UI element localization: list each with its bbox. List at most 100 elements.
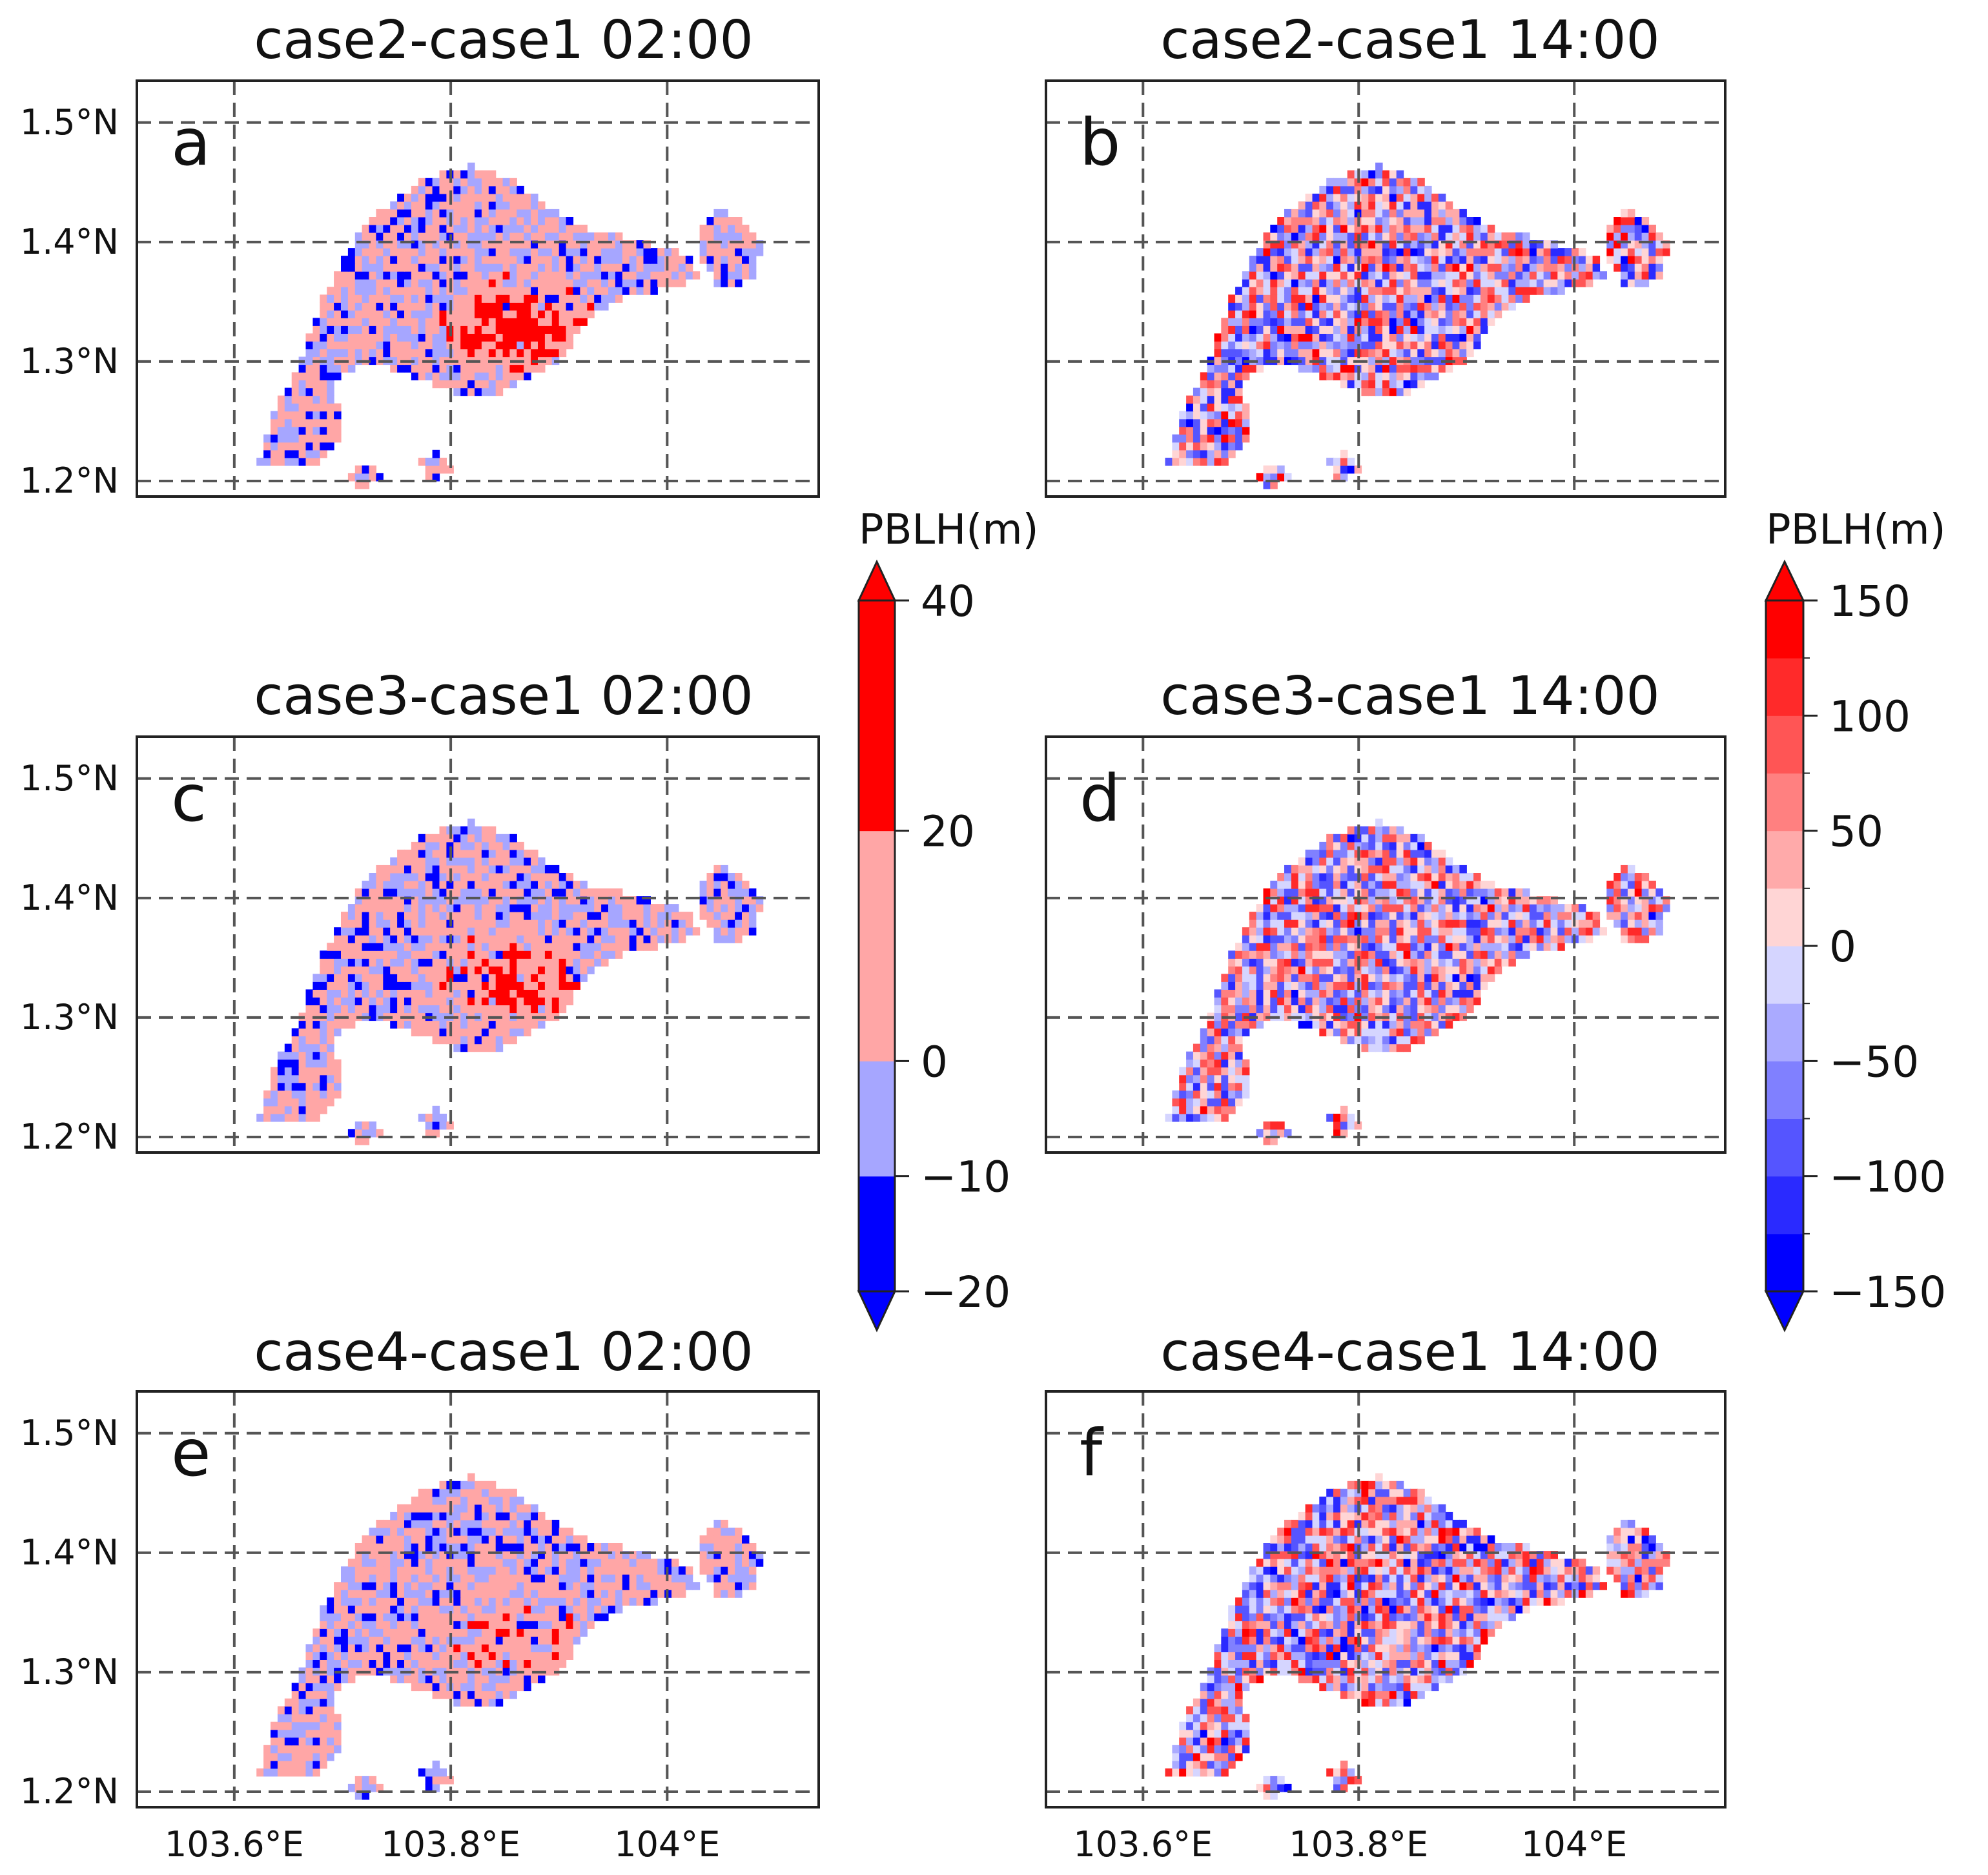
heatmap-cell [1585, 271, 1593, 280]
heatmap-cell [475, 380, 482, 389]
heatmap-cell [551, 279, 560, 287]
heatmap-cell [1494, 232, 1502, 241]
heatmap-cell [305, 997, 313, 1005]
heatmap-cell [354, 310, 363, 318]
heatmap-cell [1319, 232, 1327, 241]
heatmap-cell [369, 310, 376, 318]
heatmap-cell [544, 225, 553, 233]
heatmap-cell [558, 217, 567, 225]
heatmap-cell [460, 865, 468, 874]
heatmap-cell [411, 943, 419, 951]
heatmap-cell [1368, 380, 1376, 389]
heatmap-cell [587, 912, 595, 920]
heatmap-cell [1291, 873, 1299, 881]
heatmap-cell [369, 279, 376, 287]
heatmap-cell [1403, 912, 1411, 920]
heatmap-cell [580, 927, 588, 936]
heatmap-cell [1249, 263, 1257, 272]
heatmap-cell [1312, 849, 1320, 858]
heatmap-cell [432, 1690, 440, 1699]
heatmap-cell [1214, 1036, 1222, 1045]
heatmap-cell [566, 927, 574, 936]
heatmap-cell [1312, 232, 1320, 241]
heatmap-cell [418, 865, 426, 874]
heatmap-cell [432, 294, 440, 303]
heatmap-cell [341, 935, 349, 943]
heatmap-cell [1270, 287, 1278, 295]
heatmap-cell [1452, 225, 1460, 233]
heatmap-cell [495, 193, 504, 202]
heatmap-cell [1284, 310, 1292, 318]
heatmap-cell [517, 896, 524, 905]
heatmap-cell [439, 958, 447, 967]
heatmap-cell [1277, 1129, 1285, 1138]
heatmap-cell [1347, 943, 1355, 951]
heatmap-cell [1361, 1043, 1369, 1052]
heatmap-cell [1438, 873, 1446, 881]
heatmap-cell [1452, 217, 1460, 225]
heatmap-cell [1347, 881, 1355, 889]
heatmap-cell [1410, 974, 1418, 982]
heatmap-cell [629, 279, 637, 287]
heatmap-cell [1382, 263, 1390, 272]
heatmap-cell [1452, 888, 1460, 897]
heatmap-cell [1614, 263, 1621, 272]
heatmap-cell [706, 912, 714, 920]
heatmap-cell [650, 271, 658, 280]
heatmap-cell [1466, 333, 1474, 342]
heatmap-cell [650, 919, 658, 928]
heatmap-cell [376, 943, 384, 951]
heatmap-cell [594, 927, 602, 936]
heatmap-cell [1256, 325, 1264, 334]
heatmap-cell [1529, 943, 1537, 951]
heatmap-cell [1263, 263, 1271, 272]
heatmap-cell [713, 935, 721, 943]
heatmap-cell [1256, 248, 1264, 256]
heatmap-cell [475, 1043, 482, 1052]
heatmap-cell [320, 426, 327, 435]
heatmap-cell [1641, 256, 1650, 264]
heatmap-cell [390, 201, 398, 210]
heatmap-cell [1235, 950, 1243, 959]
heatmap-cell [1494, 935, 1502, 943]
heatmap-cell [1326, 857, 1334, 866]
heatmap-cell [517, 927, 524, 936]
heatmap-cell [1340, 1129, 1348, 1138]
heatmap-cell [1319, 974, 1327, 982]
heatmap-cell [453, 185, 461, 194]
heatmap-cell [601, 271, 609, 280]
heatmap-cell [1375, 333, 1383, 342]
heatmap-cell [643, 912, 651, 920]
heatmap-cell [517, 240, 524, 249]
heatmap-cell [1347, 1005, 1355, 1014]
heatmap-cell [1333, 1129, 1341, 1138]
heatmap-cell [362, 912, 370, 920]
heatmap-cell [1522, 919, 1530, 928]
heatmap-cell [1417, 248, 1425, 256]
heatmap-cell [1298, 1020, 1306, 1029]
heatmap-cell [1305, 1020, 1313, 1029]
heatmap-cell [538, 997, 546, 1005]
heatmap-cell [1326, 279, 1334, 287]
heatmap-cell [1480, 958, 1488, 967]
heatmap-cell [460, 857, 468, 866]
heatmap-cell [558, 325, 567, 334]
heatmap-cell [1614, 888, 1621, 897]
heatmap-cell [1270, 256, 1278, 264]
heatmap-cell [439, 857, 447, 866]
heatmap-cell [538, 256, 546, 264]
heatmap-cell [502, 997, 511, 1005]
heatmap-cell [1214, 1005, 1222, 1014]
heatmap-cell [1326, 364, 1334, 373]
heatmap-cell [418, 279, 426, 287]
heatmap-cell [1228, 403, 1236, 412]
heatmap-cell [425, 950, 433, 959]
heatmap-cell [432, 849, 440, 858]
heatmap-cell [475, 904, 482, 912]
heatmap-cell [699, 240, 708, 249]
heatmap-cell [439, 263, 447, 272]
heatmap-cell [502, 865, 511, 874]
heatmap-cell [1263, 1129, 1271, 1138]
heatmap-cell [460, 834, 468, 843]
heatmap-cell [1347, 1121, 1355, 1130]
